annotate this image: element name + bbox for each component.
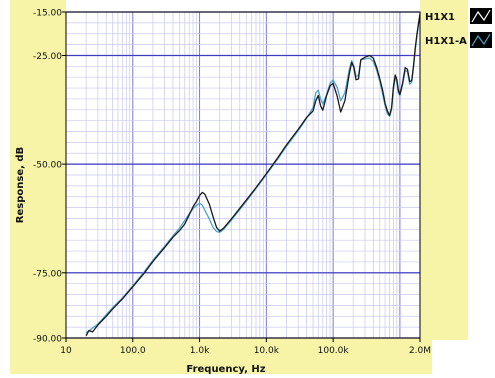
x-tick-label: 100.0 <box>120 346 146 356</box>
y-tick-label-area <box>36 0 66 346</box>
legend-strip <box>420 0 468 340</box>
y-tick-label: -50.00 <box>33 161 62 171</box>
series-layer <box>85 13 421 337</box>
legend-swatch-line <box>471 33 491 47</box>
x-axis-title: Frequency, Hz <box>186 364 265 374</box>
y-tick-label: -75.00 <box>33 269 62 279</box>
x-tick-label: 1.0k <box>190 346 210 356</box>
series-line-h1x1 <box>85 13 421 337</box>
x-axis-label-strip <box>36 338 432 374</box>
y-axis-label-strip <box>10 0 36 374</box>
legend: H1X1 H1X1-A <box>425 8 492 48</box>
plot-frame <box>65 11 421 339</box>
x-tick-label: 2.0M <box>409 346 431 356</box>
y-tick-label: -15.00 <box>33 9 62 19</box>
x-tick-label: 10.0k <box>254 346 280 356</box>
legend-swatch-line <box>471 9 491 23</box>
y-axis-title: Response, dB <box>15 147 26 223</box>
x-tick-label: 10 <box>60 346 72 356</box>
x-tick-label: 100.0k <box>318 346 350 356</box>
legend-label: H1X1-A <box>425 36 467 47</box>
legend-label: H1X1 <box>425 12 455 23</box>
y-tick-label: -90.00 <box>33 335 62 345</box>
y-tick-label: -25.00 <box>33 52 62 62</box>
